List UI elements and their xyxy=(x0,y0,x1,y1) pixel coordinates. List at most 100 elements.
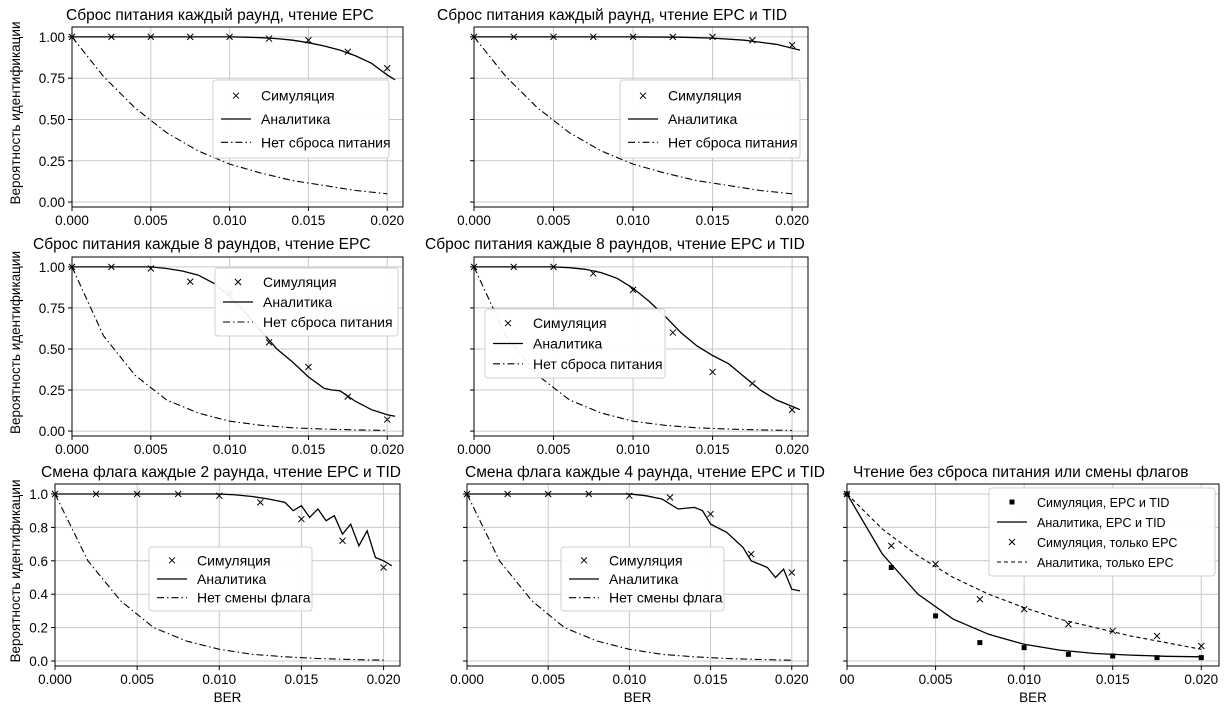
legend: Симуляция Аналитика Нет смены флага xyxy=(560,546,725,612)
legend-box xyxy=(988,487,1216,577)
legend: Симуляция Аналитика Нет смены флага xyxy=(148,546,313,612)
series-1-point xyxy=(1198,655,1204,661)
legend-label: Аналитика xyxy=(533,336,603,352)
series-3-point xyxy=(1197,642,1205,650)
axes-frame xyxy=(846,483,1220,667)
series-1-point xyxy=(748,36,756,44)
series-1-point xyxy=(669,329,677,336)
x-tick-label: 0.000 xyxy=(457,442,491,457)
x-tick-label: 0.000 xyxy=(38,672,72,687)
series-1-point xyxy=(463,490,471,498)
x-tick-label: 0.020 xyxy=(370,442,404,457)
plot-area xyxy=(467,493,801,661)
legend-label: Аналитика xyxy=(668,111,738,127)
x-tick-label: 0.020 xyxy=(367,672,401,687)
panel-2: Сброс питания каждый раунд, чтение EPC и… xyxy=(437,7,809,228)
series-4-line xyxy=(847,493,1202,650)
series-1-point xyxy=(147,265,155,272)
series-1-point xyxy=(585,490,593,498)
y-tick-label: 0.50 xyxy=(39,342,65,357)
x-tick-label: 0.005 xyxy=(134,442,168,457)
x-tick-label: 0.015 xyxy=(694,672,728,687)
series-1-point xyxy=(977,640,983,646)
series-1-point xyxy=(1154,655,1160,661)
legend-x-marker xyxy=(234,278,242,286)
panel-title: Сброс питания каждые 8 раундов, чтение E… xyxy=(425,236,805,253)
series-1-point xyxy=(108,33,115,41)
series-3-point xyxy=(887,542,895,550)
series-1-point xyxy=(383,64,391,72)
legend-box xyxy=(484,308,666,379)
axes-frame xyxy=(71,26,404,208)
y-tick-label: 0.25 xyxy=(39,383,65,398)
series-1-point xyxy=(1021,645,1027,651)
x-tick-label: 0.020 xyxy=(1184,672,1218,687)
series-1-point xyxy=(709,33,716,41)
series-1-point xyxy=(380,564,387,571)
legend-x-marker xyxy=(580,556,588,564)
legend-square-marker xyxy=(1009,499,1015,505)
series-1-point xyxy=(669,33,677,41)
legend-box xyxy=(148,546,313,612)
x-axis-label: BER xyxy=(624,690,652,705)
panel-title: Смена флага каждые 4 раунда, чтение EPC … xyxy=(465,464,825,481)
y-axis-label: Вероятность идентификации xyxy=(8,480,23,663)
legend-box xyxy=(619,79,801,159)
series-1-point xyxy=(788,569,796,576)
panel-7: Чтение без сброса питания или смены флаг… xyxy=(839,464,1220,705)
panel-title: Сброс питания каждый раунд, чтение EPC xyxy=(66,7,374,24)
series-2-line xyxy=(474,36,801,51)
legend-label: Симуляция xyxy=(533,315,607,331)
axes-frame xyxy=(466,483,809,667)
legend-label: Симуляция xyxy=(609,552,683,568)
legend-label: Аналитика xyxy=(261,111,331,127)
axes-frame xyxy=(71,256,404,437)
legend-box xyxy=(214,267,399,337)
legend-x-marker xyxy=(639,92,647,100)
series-3-point xyxy=(1153,632,1161,640)
panel-3: Сброс питания каждые 8 раундов, чтение E… xyxy=(8,236,404,457)
y-tick-label: 0.6 xyxy=(29,554,48,569)
x-tick-label: 0.005 xyxy=(531,672,565,687)
series-1-point xyxy=(589,33,597,41)
series-1-point xyxy=(344,393,352,400)
series-1-point xyxy=(626,492,633,500)
legend-x-marker xyxy=(1008,538,1016,546)
series-1-point xyxy=(550,263,557,271)
y-tick-label: 1.0 xyxy=(29,487,48,502)
series-1-point xyxy=(788,41,796,49)
series-1-point xyxy=(666,494,674,501)
series-3-point xyxy=(1065,620,1072,628)
legend-label: Симуляция xyxy=(197,552,271,568)
y-tick-label: 0.8 xyxy=(29,520,48,535)
series-3-line xyxy=(474,36,793,195)
panel-5: Смена флага каждые 2 раунда, чтение EPC … xyxy=(8,464,401,705)
x-tick-label: 0.010 xyxy=(213,213,247,228)
x-tick-label: 0.005 xyxy=(537,442,571,457)
series-1-point xyxy=(226,33,233,41)
x-tick-label: 0.020 xyxy=(370,213,404,228)
legend-x-marker xyxy=(232,92,240,100)
x-tick-label: 00 xyxy=(839,672,854,687)
legend-label: Аналитика xyxy=(263,294,333,310)
series-2-line xyxy=(474,266,801,411)
series-2-line xyxy=(72,266,396,417)
series-1-point xyxy=(147,33,155,41)
series-3-point xyxy=(932,560,939,568)
y-tick-label: 0.75 xyxy=(39,301,65,316)
series-1-point xyxy=(265,35,273,42)
legend-label: Аналитика xyxy=(197,571,267,587)
legend: Симуляция Аналитика Нет сброса питания xyxy=(484,308,666,379)
series-2-line xyxy=(467,493,801,592)
x-tick-label: 0.005 xyxy=(134,213,168,228)
x-tick-label: 0.020 xyxy=(775,442,809,457)
legend: Симуляция Аналитика Нет сброса питания xyxy=(619,79,801,159)
legend-label: Аналитика, только EPC xyxy=(1037,556,1174,570)
legend-label: Симуляция, EPC и TID xyxy=(1037,496,1169,510)
y-tick-label: 0.4 xyxy=(29,587,48,602)
series-3-line xyxy=(72,36,388,195)
series-1-point xyxy=(305,363,312,371)
x-tick-label: 0.015 xyxy=(292,442,326,457)
series-1-point xyxy=(510,263,518,271)
